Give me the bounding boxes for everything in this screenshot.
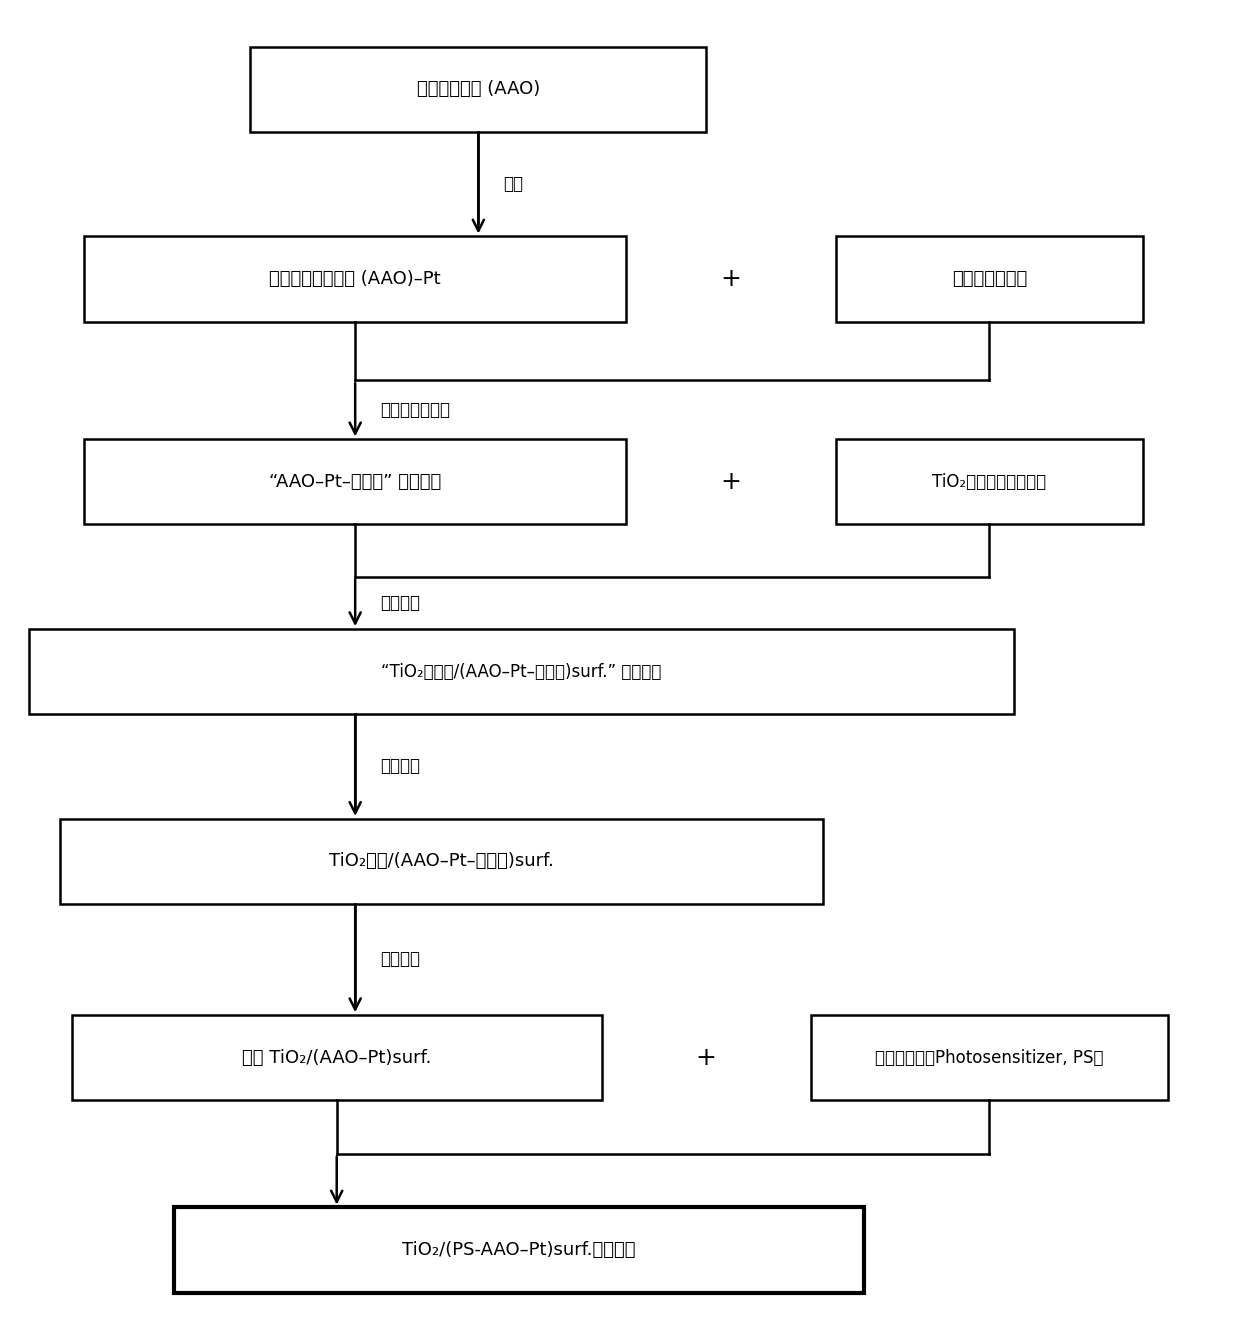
Text: “TiO₂前驱体/(AAO–Pt–低分子)surf.” 复合溶胶: “TiO₂前驱体/(AAO–Pt–低分子)surf.” 复合溶胶 (381, 662, 662, 681)
Text: 镀铂多孔氧化铝膜 (AAO)–Pt: 镀铂多孔氧化铝膜 (AAO)–Pt (269, 270, 441, 288)
FancyBboxPatch shape (60, 819, 823, 903)
Text: 高温焙烧: 高温焙烧 (379, 951, 420, 968)
Text: TiO₂凝胶/(AAO–Pt–低分子)surf.: TiO₂凝胶/(AAO–Pt–低分子)surf. (329, 852, 554, 871)
Text: 镀铂: 镀铂 (503, 175, 523, 194)
Text: 多孔 TiO₂/(AAO–Pt)surf.: 多孔 TiO₂/(AAO–Pt)surf. (242, 1048, 432, 1067)
Text: 低分子有机溶液: 低分子有机溶液 (952, 270, 1027, 288)
Text: 真空干燥: 真空干燥 (379, 757, 420, 776)
Text: +: + (720, 267, 742, 291)
FancyBboxPatch shape (836, 237, 1143, 321)
FancyBboxPatch shape (84, 440, 626, 524)
Text: +: + (696, 1046, 717, 1069)
FancyBboxPatch shape (836, 440, 1143, 524)
Text: TiO₂/(PS-AAO–Pt)surf.光伏电极: TiO₂/(PS-AAO–Pt)surf.光伏电极 (402, 1241, 636, 1259)
Text: +: + (720, 470, 742, 494)
FancyBboxPatch shape (811, 1015, 1168, 1100)
Text: 多孔氧化铝膜 (AAO): 多孔氧化铝膜 (AAO) (417, 80, 539, 99)
Text: 光敏剂染料（Photosensitizer, PS）: 光敏剂染料（Photosensitizer, PS） (875, 1048, 1104, 1067)
FancyBboxPatch shape (84, 237, 626, 321)
Text: TiO₂无机物前驱体溶液: TiO₂无机物前驱体溶液 (932, 473, 1047, 491)
FancyBboxPatch shape (72, 1015, 601, 1100)
FancyBboxPatch shape (29, 630, 1014, 714)
FancyBboxPatch shape (250, 46, 707, 132)
Text: 超临界流体沉积: 超临界流体沉积 (379, 400, 450, 419)
FancyBboxPatch shape (174, 1208, 864, 1292)
Text: “AAO–Pt–低分子” 封堵载体: “AAO–Pt–低分子” 封堵载体 (269, 473, 441, 491)
Text: 超声涂覆: 超声涂覆 (379, 594, 420, 612)
